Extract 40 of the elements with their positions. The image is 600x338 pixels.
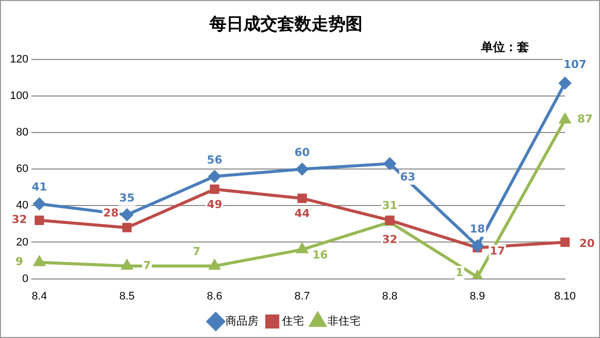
data-label: 31 xyxy=(382,198,398,212)
x-tick-label: 8.8 xyxy=(382,290,398,302)
data-label: 56 xyxy=(206,153,223,166)
data-label: 7 xyxy=(143,258,151,272)
x-tick-label: 8.9 xyxy=(470,290,486,302)
data-label: 41 xyxy=(32,180,48,194)
x-tick-label: 8.6 xyxy=(206,290,222,302)
x-tick-label: 8.10 xyxy=(554,290,576,302)
data-label: 63 xyxy=(400,170,416,184)
data-label: 32 xyxy=(382,233,398,246)
data-label: 60 xyxy=(294,146,310,159)
text: 单位：套 xyxy=(481,39,529,56)
y-tick-label: 60 xyxy=(16,163,28,176)
data-label: 107 xyxy=(564,58,586,72)
y-tick-label: 80 xyxy=(16,126,28,139)
data-label: 16 xyxy=(312,248,328,262)
data-label: 35 xyxy=(119,192,135,205)
data-label: 20 xyxy=(579,237,595,250)
data-label: 9 xyxy=(16,255,24,268)
y-tick-label: 120 xyxy=(10,53,28,66)
y-tick-label: 0 xyxy=(22,272,28,285)
x-tick-label: 8.7 xyxy=(294,290,310,302)
legend-label: 商品房 xyxy=(225,314,258,328)
data-label: 18 xyxy=(470,222,486,236)
data-label: 87 xyxy=(577,112,593,126)
data-label: 32 xyxy=(12,213,28,226)
y-tick-label: 20 xyxy=(16,236,28,248)
data-label: 7 xyxy=(192,244,200,258)
data-label: 49 xyxy=(206,198,222,212)
data-label: 28 xyxy=(103,206,119,220)
x-tick-label: 8.5 xyxy=(119,290,135,302)
data-label: 1 xyxy=(456,266,464,279)
legend-label: 非住宅 xyxy=(327,314,360,328)
data-label: 17 xyxy=(490,244,506,258)
legend-label: 住宅 xyxy=(282,314,304,328)
y-tick-label: 40 xyxy=(16,200,28,212)
data-label: 44 xyxy=(294,207,310,220)
chart-title: 每日成交套数走势图 xyxy=(208,14,362,35)
y-tick-label: 100 xyxy=(10,90,28,102)
x-tick-label: 8.4 xyxy=(32,290,47,302)
